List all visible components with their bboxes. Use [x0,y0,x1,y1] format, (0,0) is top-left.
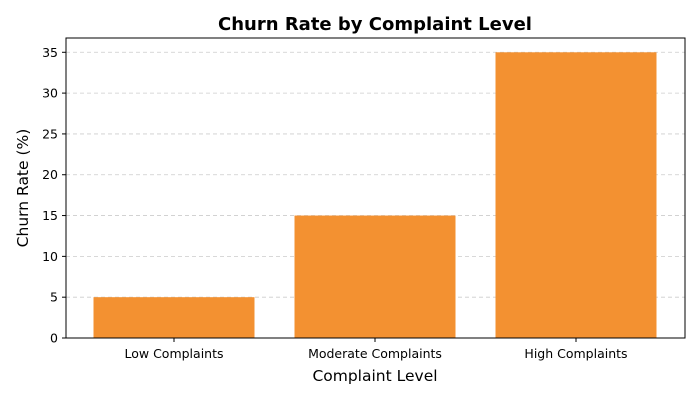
x-axis-label: Complaint Level [312,367,437,385]
y-tick-label: 5 [50,290,58,305]
y-tick-label: 0 [50,331,58,346]
y-tick-label: 20 [42,167,58,182]
x-tick-label: Low Complaints [124,346,223,361]
y-tick-label: 15 [42,208,58,223]
y-axis-label: Churn Rate (%) [14,129,32,248]
bars [93,52,657,339]
bar-high-complaints [495,52,657,339]
bar-low-complaints [93,297,255,338]
x-tick-label: Moderate Complaints [308,346,442,361]
y-axis-ticks: 0 5 10 15 20 25 30 35 [42,45,66,346]
x-tick-label: High Complaints [524,346,627,361]
x-axis-ticks: Low Complaints Moderate Complaints High Co… [124,338,628,361]
y-tick-label: 25 [42,126,58,141]
chart-title: Churn Rate by Complaint Level [218,14,532,35]
bar-moderate-complaints [294,215,456,338]
y-tick-label: 10 [42,249,58,264]
y-tick-label: 30 [42,86,58,101]
y-tick-label: 35 [42,45,58,60]
